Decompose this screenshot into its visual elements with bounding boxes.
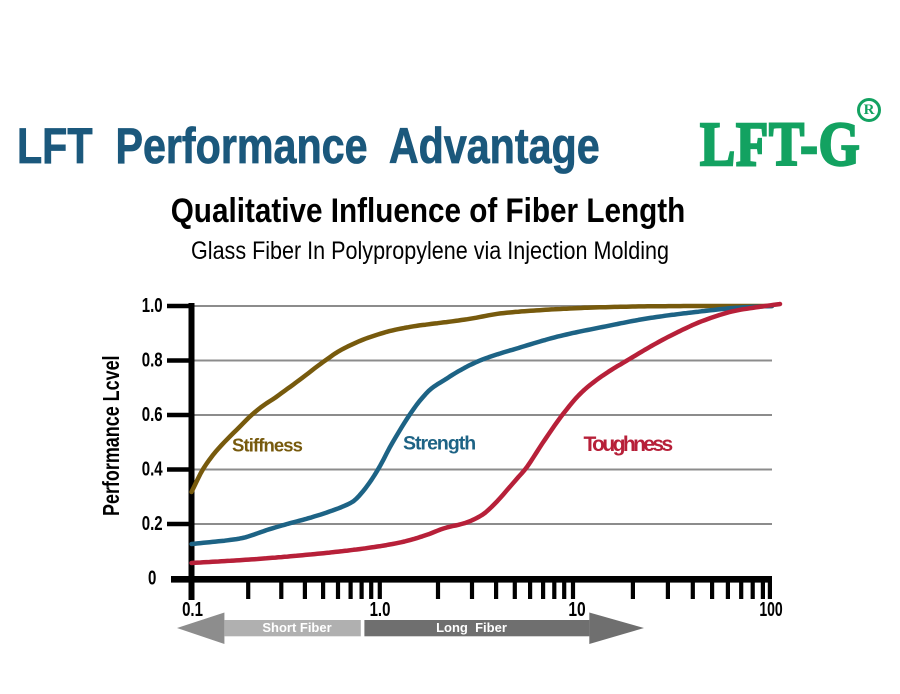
svg-text:Short Fiber: Short Fiber — [262, 620, 331, 635]
svg-text:0.2: 0.2 — [142, 512, 163, 535]
svg-text:0.8: 0.8 — [142, 349, 163, 372]
svg-text:0.4: 0.4 — [142, 458, 163, 481]
svg-text:Stiffness: Stiffness — [232, 435, 303, 456]
svg-text:1.0: 1.0 — [142, 294, 163, 317]
svg-text:1.0: 1.0 — [370, 598, 391, 621]
svg-text:100: 100 — [759, 597, 782, 620]
svg-text:Toughness: Toughness — [584, 433, 673, 456]
svg-text:0.6: 0.6 — [142, 403, 163, 426]
svg-text:Strength: Strength — [403, 432, 475, 454]
svg-text:Long Fiber: Long Fiber — [436, 620, 507, 635]
svg-text:10: 10 — [568, 598, 585, 620]
svg-text:0.1: 0.1 — [182, 598, 203, 621]
svg-text:0: 0 — [148, 566, 156, 589]
